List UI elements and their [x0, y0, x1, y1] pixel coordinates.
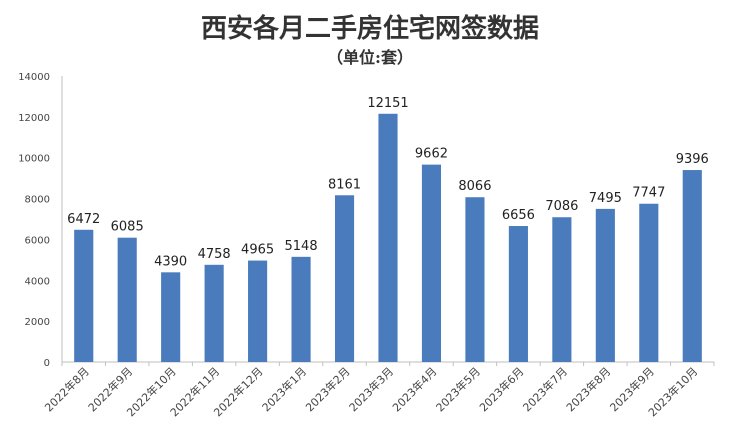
bar — [334, 195, 355, 362]
x-tick-label: 2022年8月 — [42, 364, 92, 414]
bar — [639, 203, 659, 362]
bar — [204, 264, 224, 362]
bar — [552, 217, 572, 362]
bar — [74, 229, 94, 362]
bar — [595, 208, 615, 362]
x-tick-label: 2023年1月 — [259, 364, 309, 414]
data-label: 6472 — [67, 212, 100, 227]
x-tick-label: 2023年2月 — [302, 364, 352, 414]
data-label: 7747 — [632, 186, 665, 201]
x-tick-label: 2023年6月 — [476, 364, 526, 414]
x-tick-label: 2023年5月 — [433, 364, 483, 414]
data-label: 9662 — [415, 147, 448, 162]
bar — [508, 226, 528, 362]
bar — [378, 113, 398, 362]
bar — [161, 272, 181, 362]
y-tick-label: 10000 — [18, 154, 50, 165]
chart-title: 西安各月二手房住宅网签数据 — [200, 14, 539, 44]
bar — [291, 256, 311, 362]
bar — [117, 237, 137, 362]
data-label: 4390 — [154, 254, 187, 269]
x-tick-label: 2023年8月 — [563, 364, 613, 414]
data-label: 6656 — [502, 208, 535, 223]
data-label: 8066 — [458, 179, 491, 194]
y-tick-label: 0 — [44, 358, 50, 369]
data-label: 4965 — [241, 243, 274, 258]
data-label: 12151 — [367, 96, 408, 111]
bar — [465, 197, 485, 362]
y-tick-label: 6000 — [25, 235, 50, 246]
data-label: 5148 — [285, 239, 318, 254]
data-label: 7086 — [545, 199, 578, 214]
x-tick-label: 2023年4月 — [389, 364, 439, 414]
data-label: 4758 — [198, 247, 231, 262]
data-label: 9396 — [676, 152, 709, 167]
y-tick-label: 2000 — [25, 317, 50, 328]
data-label: 6085 — [111, 220, 144, 235]
y-tick-label: 12000 — [18, 113, 50, 124]
bar — [421, 164, 442, 362]
y-tick-label: 4000 — [25, 276, 50, 287]
y-tick-label: 8000 — [25, 195, 50, 206]
bar — [682, 170, 702, 362]
chart-subtitle: （单位:套） — [327, 48, 413, 67]
bar — [248, 260, 268, 362]
data-label: 7495 — [589, 191, 622, 206]
data-label: 8161 — [328, 177, 361, 192]
x-tick-label: 2023年3月 — [346, 364, 396, 414]
x-tick-label: 2023年7月 — [520, 364, 570, 414]
y-tick-label: 14000 — [18, 72, 50, 83]
